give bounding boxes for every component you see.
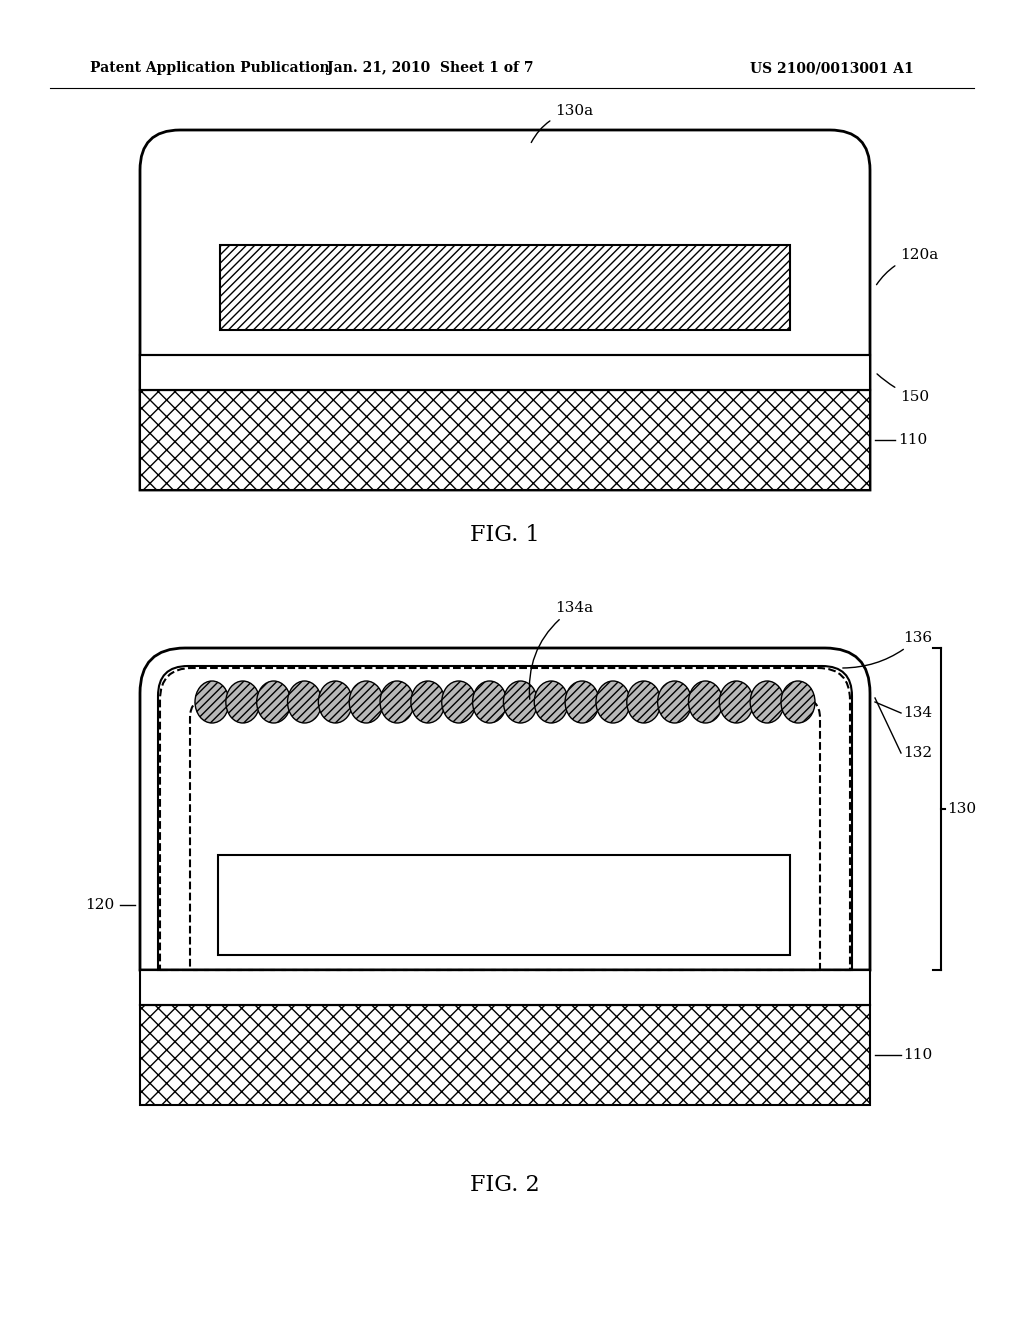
PathPatch shape — [140, 129, 870, 490]
Ellipse shape — [627, 681, 660, 723]
Ellipse shape — [318, 681, 352, 723]
Ellipse shape — [504, 681, 538, 723]
Bar — [140, 389, 870, 490]
Text: 150: 150 — [877, 374, 929, 404]
Ellipse shape — [349, 681, 383, 723]
Ellipse shape — [688, 681, 723, 723]
Ellipse shape — [781, 681, 815, 723]
Ellipse shape — [411, 681, 444, 723]
Ellipse shape — [596, 681, 630, 723]
Text: 120: 120 — [85, 898, 115, 912]
Text: Jan. 21, 2010  Sheet 1 of 7: Jan. 21, 2010 Sheet 1 of 7 — [327, 61, 534, 75]
Bar — [140, 970, 870, 1005]
Text: 134: 134 — [903, 706, 932, 719]
Bar — [218, 855, 790, 954]
Text: 120a: 120a — [877, 248, 938, 285]
Ellipse shape — [565, 681, 599, 723]
Text: US 2100/0013001 A1: US 2100/0013001 A1 — [750, 61, 913, 75]
Bar — [220, 246, 790, 330]
Text: Patent Application Publication: Patent Application Publication — [90, 61, 330, 75]
Ellipse shape — [473, 681, 507, 723]
Text: 110: 110 — [898, 433, 928, 447]
PathPatch shape — [140, 648, 870, 970]
Ellipse shape — [751, 681, 784, 723]
Text: FIG. 2: FIG. 2 — [470, 1173, 540, 1196]
Ellipse shape — [288, 681, 322, 723]
Text: 136: 136 — [843, 631, 932, 668]
Text: 130: 130 — [947, 803, 976, 816]
Ellipse shape — [195, 681, 229, 723]
Text: 132: 132 — [903, 746, 932, 760]
Ellipse shape — [257, 681, 291, 723]
Text: 134a: 134a — [529, 601, 593, 700]
Ellipse shape — [535, 681, 568, 723]
Text: 130a: 130a — [531, 104, 593, 143]
Text: FIG. 1: FIG. 1 — [470, 524, 540, 546]
Ellipse shape — [380, 681, 414, 723]
Bar — [140, 355, 870, 389]
Ellipse shape — [441, 681, 476, 723]
Ellipse shape — [719, 681, 754, 723]
Text: 110: 110 — [903, 1048, 932, 1063]
Ellipse shape — [226, 681, 260, 723]
Bar — [140, 1005, 870, 1105]
Ellipse shape — [657, 681, 691, 723]
